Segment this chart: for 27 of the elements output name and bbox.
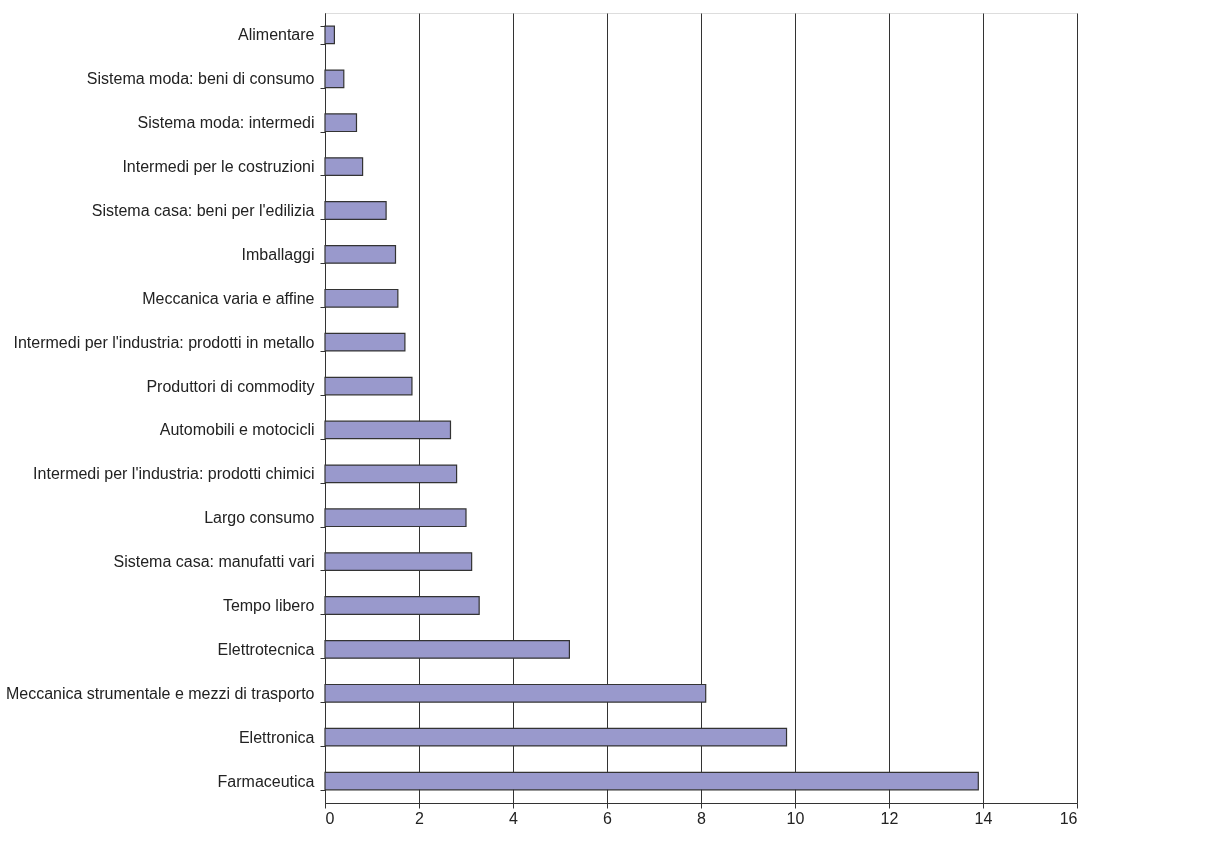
y-tick-label: Meccanica strumentale e mezzi di trasporto bbox=[5, 684, 315, 702]
x-tick-label: 10 bbox=[786, 809, 805, 827]
y-tick-label: Sistema moda: beni di consumo bbox=[86, 70, 315, 88]
x-tick-label: 14 bbox=[974, 809, 993, 827]
y-tick-label: Intermedi per le costruzioni bbox=[122, 158, 315, 176]
y-tick-label: Produttori di commodity bbox=[146, 377, 315, 395]
y-tick-label: Farmaceutica bbox=[217, 772, 315, 790]
y-tick-label: Sistema casa: manufatti vari bbox=[113, 553, 315, 571]
x-tick-label: 8 bbox=[697, 809, 707, 827]
y-tick-label: Intermedi per l'industria: prodotti chimici bbox=[33, 465, 315, 483]
x-tick-label: 16 bbox=[1059, 809, 1078, 827]
y-tick-label: Meccanica varia e affine bbox=[142, 289, 315, 307]
y-tick-label: Sistema casa: beni per l'edilizia bbox=[91, 202, 315, 219]
y-tick-label: Sistema moda: intermedi bbox=[137, 114, 315, 132]
y-tick-label: Imballaggi bbox=[241, 245, 315, 263]
y-tick-label: Largo consumo bbox=[204, 509, 315, 527]
y-tick-label: Intermedi per l'industria: prodotti in metallo bbox=[13, 333, 315, 351]
y-tick-label: Elettrotecnica bbox=[217, 640, 315, 658]
x-tick-label: 2 bbox=[415, 809, 425, 827]
y-tick-label: Automobili e motocicli bbox=[159, 421, 315, 439]
x-tick-label: 6 bbox=[603, 809, 613, 827]
y-tick-label: Alimentare bbox=[238, 26, 315, 44]
x-tick-label: 12 bbox=[880, 809, 899, 827]
x-tick-label: 0 bbox=[325, 809, 335, 827]
y-tick-label: Elettronica bbox=[238, 728, 315, 746]
y-tick-label: Tempo libero bbox=[222, 597, 315, 614]
x-tick-label: 4 bbox=[509, 809, 519, 827]
